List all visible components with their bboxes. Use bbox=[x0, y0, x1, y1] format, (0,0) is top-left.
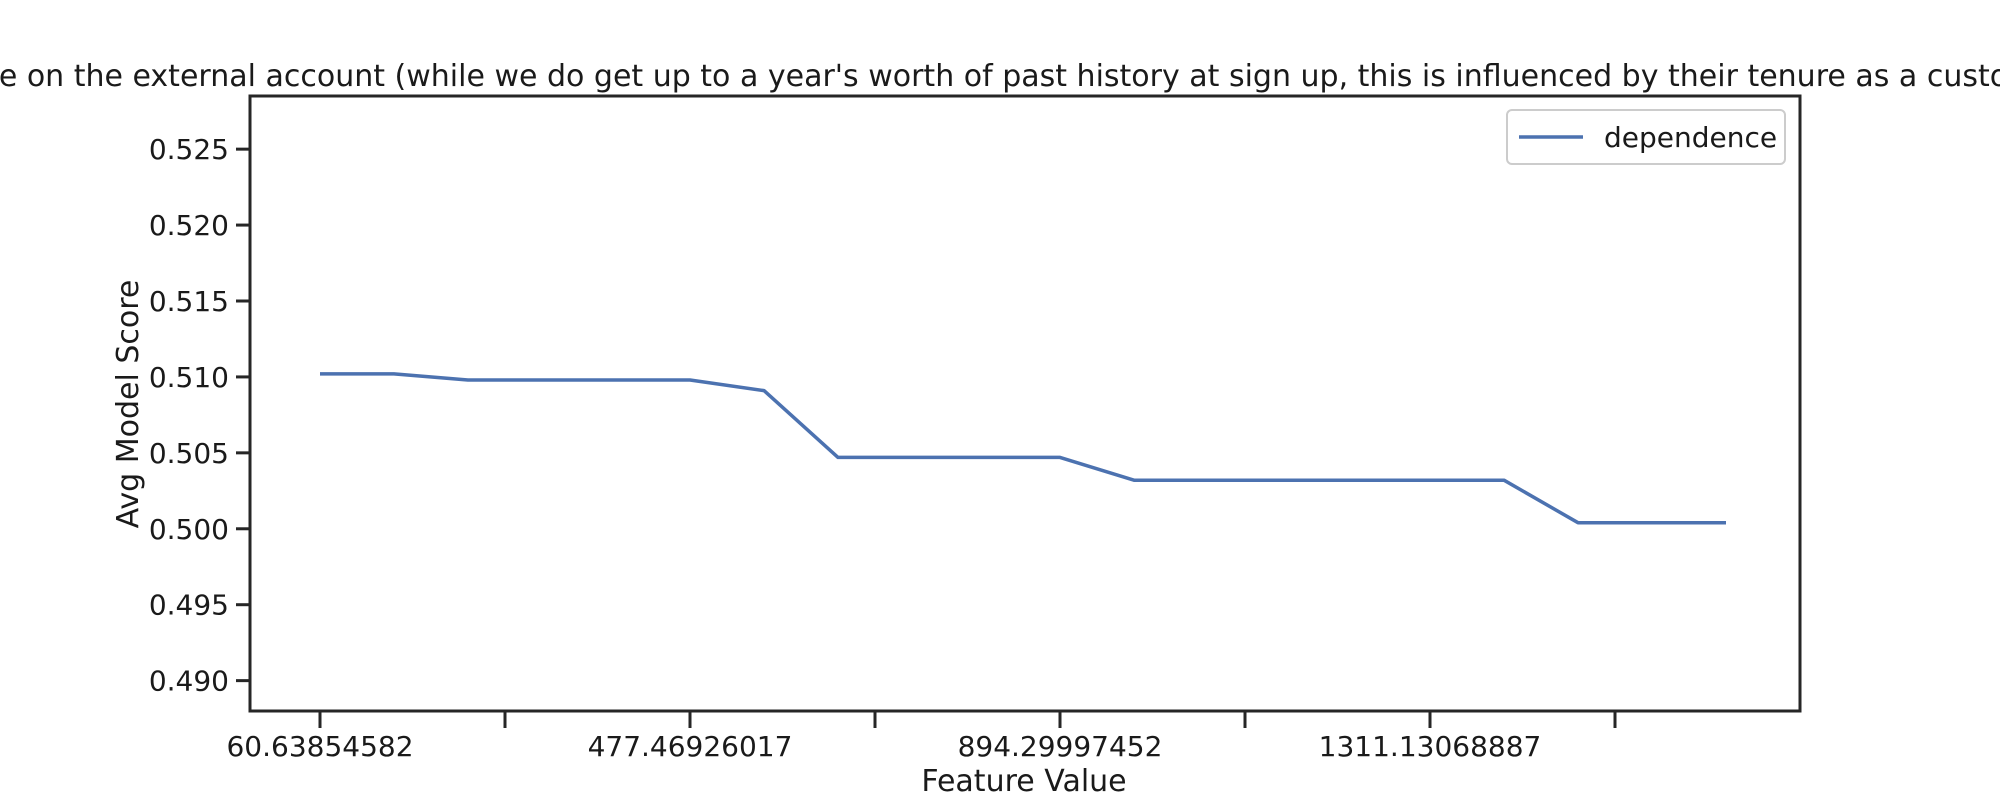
legend: dependence bbox=[1506, 109, 1786, 165]
series-line-dependence bbox=[320, 372, 1726, 525]
x-tick-label: 60.63854582 bbox=[226, 730, 413, 763]
x-tick-label: 894.29997452 bbox=[958, 730, 1163, 763]
y-tick-label: 0.500 bbox=[149, 513, 229, 546]
y-axis: 0.490 0.495 0.500 0.505 0.510 0.515 0.520 0.525 bbox=[149, 133, 250, 698]
plot-area bbox=[320, 372, 1726, 525]
x-tick-label: 1311.13068887 bbox=[1319, 730, 1542, 763]
y-tick-label: 0.515 bbox=[149, 285, 229, 318]
y-tick-label: 0.490 bbox=[149, 665, 229, 698]
x-axis-label: Feature Value bbox=[921, 764, 1126, 799]
legend-box bbox=[1506, 109, 1786, 165]
y-tick-label: 0.510 bbox=[149, 361, 229, 394]
x-tick-label: 477.46926017 bbox=[588, 730, 793, 763]
y-tick-label: 0.525 bbox=[149, 133, 229, 166]
y-tick-label: 0.505 bbox=[149, 437, 229, 470]
x-axis: 60.63854582 477.46926017 894.29997452 1311.… bbox=[226, 711, 1617, 763]
y-tick-label: 0.495 bbox=[149, 589, 229, 622]
chart-title: ave on the external account (while we do… bbox=[0, 59, 2000, 94]
y-tick-label: 0.520 bbox=[149, 209, 229, 242]
y-axis-label: Avg Model Score bbox=[111, 280, 146, 529]
plot-frame bbox=[248, 94, 1802, 713]
legend-label-dependence: dependence bbox=[1604, 121, 1777, 154]
